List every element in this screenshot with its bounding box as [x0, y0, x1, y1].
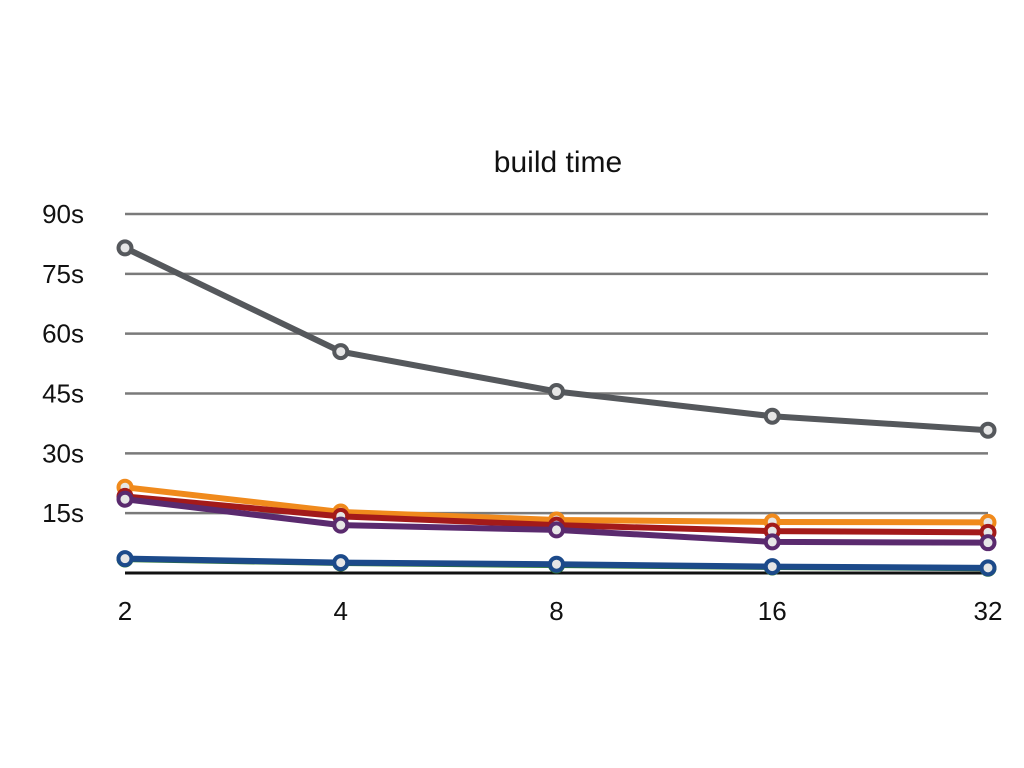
data-point — [979, 421, 997, 439]
y-tick-label: 45s — [42, 379, 84, 409]
y-tick-label: 15s — [42, 498, 84, 528]
data-point — [548, 521, 565, 539]
data-point — [763, 407, 781, 425]
data-point — [332, 516, 350, 534]
x-tick-label: 16 — [758, 596, 787, 626]
x-tick-label: 32 — [974, 596, 1003, 626]
series-6 — [116, 550, 997, 577]
data-point — [116, 239, 134, 257]
series-line — [122, 244, 991, 434]
data-point — [332, 554, 350, 572]
x-tick-label: 4 — [334, 596, 348, 626]
y-tick-label: 60s — [42, 319, 84, 349]
data-point — [763, 533, 781, 551]
series-4 — [116, 490, 997, 552]
data-point — [116, 550, 134, 568]
x-axis-ticks: 2 4 8 16 32 — [118, 596, 1003, 626]
x-tick-label: 8 — [549, 596, 563, 626]
y-tick-label: 90s — [42, 199, 84, 229]
x-tick-label: 2 — [118, 596, 132, 626]
series-group — [116, 239, 997, 577]
data-point — [979, 534, 997, 552]
y-axis-ticks: 15s 30s 45s 60s 75s 90s — [42, 199, 84, 528]
y-tick-label: 75s — [42, 259, 84, 289]
data-point — [763, 558, 781, 576]
y-tick-label: 30s — [42, 438, 84, 468]
data-point — [116, 490, 134, 508]
data-point — [548, 555, 565, 573]
series-1 — [116, 239, 997, 439]
data-point — [332, 343, 350, 361]
data-point — [548, 383, 565, 401]
data-point — [979, 559, 997, 577]
chart-title: build time — [494, 146, 622, 179]
